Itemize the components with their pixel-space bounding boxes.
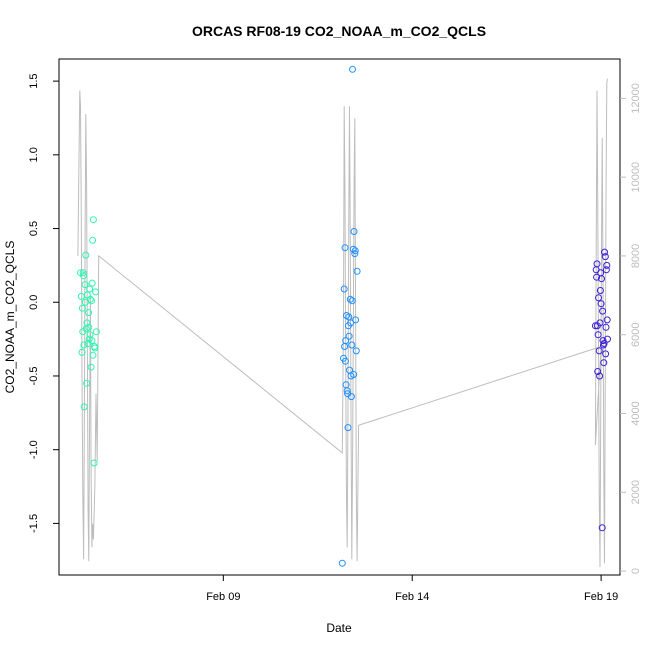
data-point xyxy=(597,300,605,308)
data-point xyxy=(602,266,610,274)
data-point xyxy=(89,351,97,359)
data-point xyxy=(92,328,100,336)
data-point xyxy=(599,307,607,315)
y-axis: -1.5 -1.0 -0.5 0.0 0.5 1.0 1.5 xyxy=(28,73,60,533)
x-tick-label: Feb 19 xyxy=(584,591,618,603)
y2-tick-label: 10000 xyxy=(630,162,642,193)
data-point xyxy=(90,459,98,467)
data-point xyxy=(350,371,358,378)
data-point xyxy=(602,323,610,331)
x-axis-title: Date xyxy=(326,621,352,635)
data-point xyxy=(86,285,94,293)
y2-tick-label: 12000 xyxy=(630,83,642,114)
data-point xyxy=(352,316,360,324)
y-tick-label: 1.0 xyxy=(28,147,40,162)
data-point xyxy=(603,316,611,324)
data-point xyxy=(79,269,87,277)
data-point xyxy=(341,357,349,365)
data-point xyxy=(593,322,601,330)
data-point xyxy=(91,343,98,350)
data-point xyxy=(83,379,91,387)
y2-tick-label: 4000 xyxy=(630,401,642,425)
x-tick-label: Feb 14 xyxy=(395,591,429,603)
x-axis: Feb 09 Feb 14 Feb 19 xyxy=(206,575,618,603)
data-point xyxy=(78,348,86,356)
y-axis-title: CO2_NOAA_m_CO2_QCLS xyxy=(3,241,17,394)
data-point xyxy=(352,347,360,355)
data-point xyxy=(345,332,353,340)
y-tick-label: -1.0 xyxy=(28,440,40,459)
data-point xyxy=(599,341,607,349)
data-point xyxy=(347,393,355,401)
data-point xyxy=(602,350,610,358)
data-point xyxy=(353,267,361,275)
y-tick-label: -1.5 xyxy=(28,514,40,533)
data-point xyxy=(89,236,97,244)
y2-tick-label: 2000 xyxy=(630,480,642,504)
data-point xyxy=(349,65,356,73)
data-point xyxy=(596,372,604,380)
chart-title: ORCAS RF08-19 CO2_NOAA_m_CO2_QCLS xyxy=(192,23,486,39)
data-point xyxy=(81,281,89,289)
y-tick-label: 1.5 xyxy=(28,73,40,88)
data-point xyxy=(348,297,356,305)
data-point xyxy=(338,559,346,567)
data-point xyxy=(596,287,604,294)
y2-tick-label: 6000 xyxy=(630,322,642,346)
data-point xyxy=(604,335,611,343)
data-point xyxy=(595,294,602,302)
data-point xyxy=(593,260,601,268)
data-point xyxy=(346,295,354,303)
data-point xyxy=(593,273,601,281)
data-point xyxy=(350,228,358,235)
data-point xyxy=(594,331,602,339)
data-point xyxy=(87,363,95,371)
data-point xyxy=(80,403,88,411)
data-point xyxy=(594,368,602,375)
data-point xyxy=(601,253,609,261)
data-point xyxy=(78,304,86,312)
data-point xyxy=(89,216,97,224)
data-point xyxy=(82,251,90,259)
data-point xyxy=(88,297,95,305)
data-point xyxy=(344,322,352,330)
data-point xyxy=(600,359,608,367)
data-point xyxy=(80,272,88,280)
altitude-trace-layer xyxy=(77,78,608,568)
y2-tick-label: 8000 xyxy=(630,244,642,268)
y2-axis: 0 2000 4000 6000 8000 10000 12000 xyxy=(620,83,642,574)
altitude-line xyxy=(77,78,608,568)
data-points-layer xyxy=(77,65,611,567)
data-point xyxy=(80,341,88,349)
data-point xyxy=(595,347,603,355)
data-point xyxy=(88,279,96,287)
data-point xyxy=(348,341,356,349)
data-point xyxy=(82,325,90,333)
x-tick-label: Feb 09 xyxy=(206,591,240,603)
data-point xyxy=(344,424,352,432)
y2-tick-label: 0 xyxy=(630,568,642,574)
plot-frame xyxy=(58,58,621,576)
data-point xyxy=(340,285,348,293)
data-point xyxy=(86,295,94,303)
data-point xyxy=(351,250,359,258)
data-point xyxy=(85,309,92,317)
y-tick-label: -0.5 xyxy=(28,366,40,385)
data-point xyxy=(598,524,606,532)
data-point xyxy=(603,261,611,269)
data-point xyxy=(342,381,350,389)
data-point xyxy=(341,343,349,350)
data-point xyxy=(598,275,605,283)
y-tick-label: 0.5 xyxy=(28,221,40,236)
data-point xyxy=(85,335,93,343)
data-point xyxy=(349,245,357,253)
data-point xyxy=(351,247,359,255)
data-point xyxy=(86,331,94,339)
data-point xyxy=(92,288,100,296)
data-point xyxy=(601,248,608,256)
y-tick-label: 0.0 xyxy=(28,295,40,310)
data-point xyxy=(341,244,349,252)
